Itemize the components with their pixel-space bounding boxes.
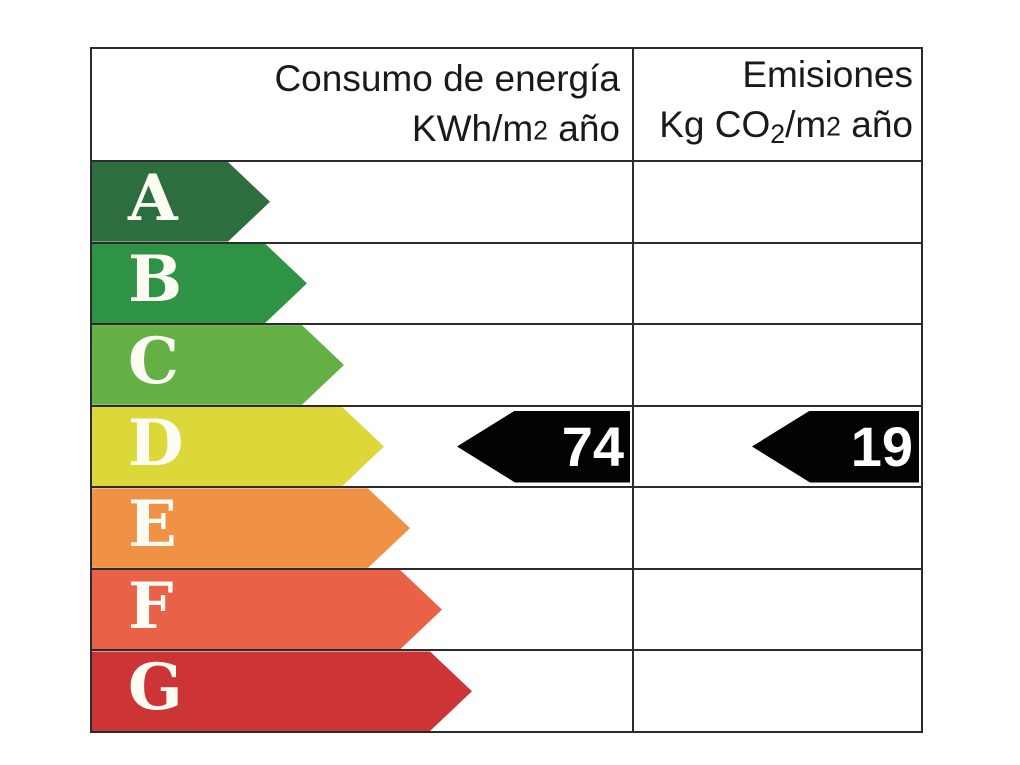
rating-arrow-b: B — [92, 244, 307, 324]
rating-row-d: D 74 19 — [92, 404, 921, 487]
rating-arrow-c: C — [92, 325, 344, 405]
superscript-2: 2 — [533, 115, 548, 146]
rating-row-a: A — [92, 162, 921, 242]
ratings-rows: A B C D 74 19 E F G — [92, 162, 921, 731]
rating-letter-b: B — [128, 242, 183, 318]
rating-row-e: E — [92, 486, 921, 568]
rating-letter-d: D — [128, 405, 184, 481]
rating-letter-a: A — [128, 160, 178, 236]
superscript-2: 2 — [826, 111, 841, 142]
rating-row-g: G — [92, 649, 921, 731]
rating-arrow-g: G — [92, 651, 472, 731]
column-divider — [632, 49, 634, 731]
rating-arrow-d: D — [92, 407, 384, 487]
rating-arrow-a: A — [92, 162, 270, 242]
indicator-value-emisiones: 19 — [850, 414, 913, 478]
header-emisiones: Emisiones Kg CO2/m2 año — [632, 49, 921, 160]
rating-letter-f: F — [128, 568, 174, 644]
indicator-value-consumo: 74 — [561, 414, 624, 478]
header-emisiones-line2: Kg CO2/m2 año — [659, 104, 913, 149]
header-emisiones-line1: Emisiones — [742, 54, 913, 96]
rating-arrow-e: E — [92, 488, 410, 568]
header-consumo-line1: Consumo de energía — [274, 57, 620, 99]
indicator-arrow-emisiones: 19 — [752, 410, 919, 483]
rating-letter-c: C — [128, 323, 179, 399]
rating-row-f: F — [92, 567, 921, 650]
header-consumo: Consumo de energía KWh/m2 año — [92, 49, 632, 160]
rating-letter-g: G — [128, 650, 183, 726]
rating-row-b: B — [92, 241, 921, 324]
subscript-2: 2 — [770, 118, 786, 149]
table-header: Consumo de energía KWh/m2 año Emisiones … — [92, 49, 921, 162]
indicator-arrow-consumo: 74 — [457, 410, 630, 483]
rating-arrow-f: F — [92, 570, 442, 650]
rating-table: Consumo de energía KWh/m2 año Emisiones … — [90, 47, 923, 733]
rating-letter-e: E — [128, 487, 177, 563]
header-consumo-line2: KWh/m2 año — [411, 107, 620, 149]
rating-row-c: C — [92, 323, 921, 405]
